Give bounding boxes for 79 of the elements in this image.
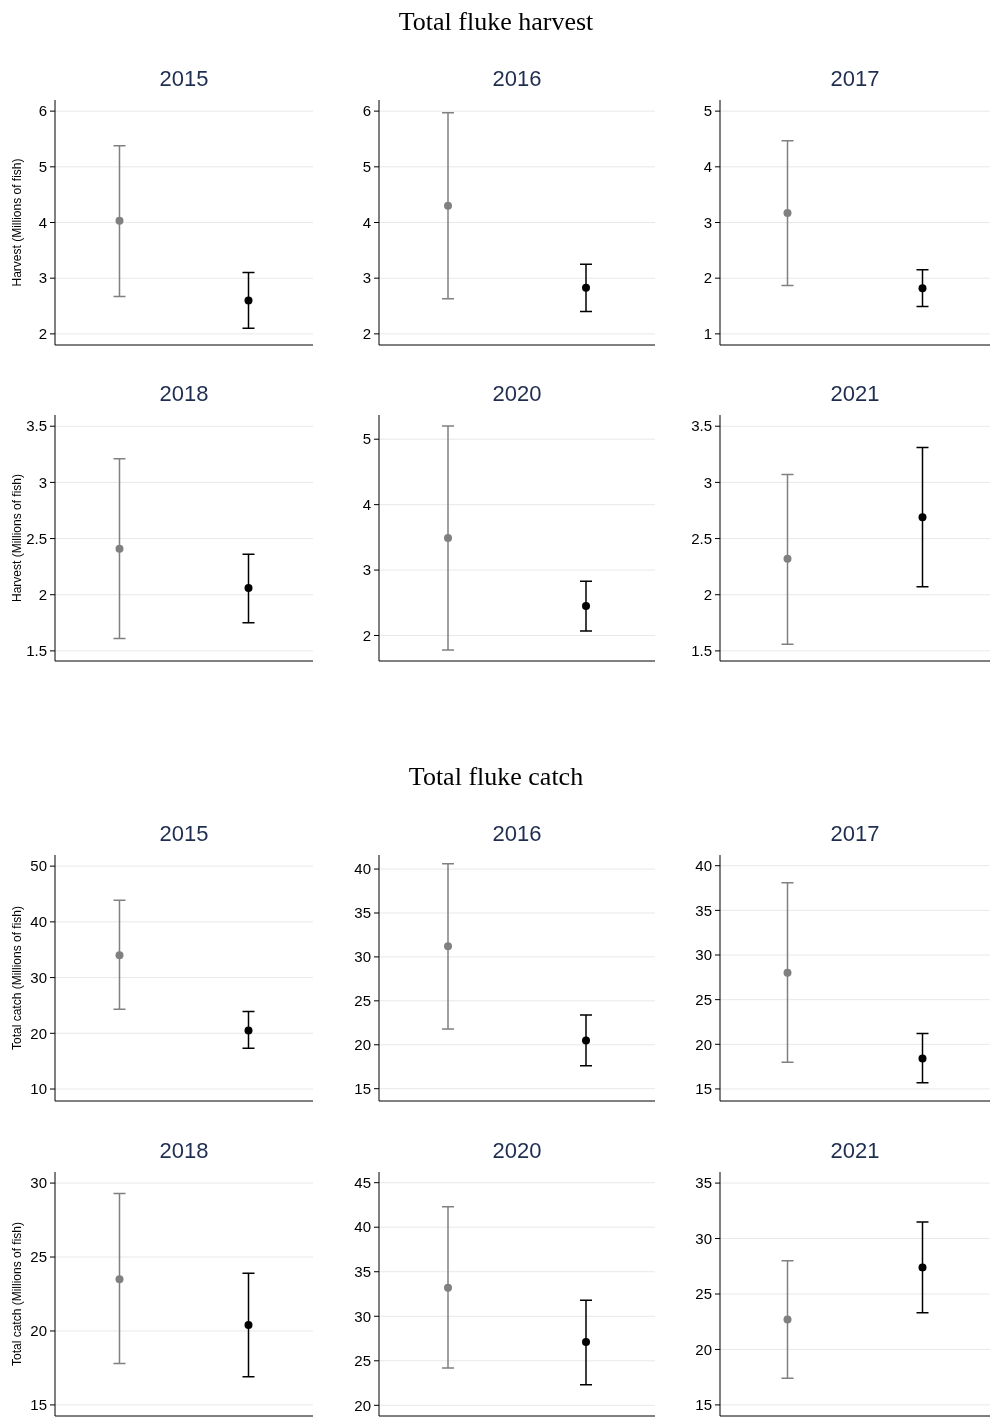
- y-tick-label: 5: [703, 102, 712, 120]
- y-tick-label: 30: [30, 1174, 47, 1192]
- y-tick-label: 2.5: [691, 529, 712, 547]
- y-tick-label: 45: [354, 1173, 371, 1191]
- chart-title: 2016: [492, 821, 542, 846]
- y-tick-label: 30: [354, 948, 371, 966]
- y-tick-label: 20: [695, 1340, 712, 1358]
- chart-title: 2020: [492, 1138, 542, 1163]
- y-tick-label: 5: [38, 158, 47, 176]
- y-tick-label: 4: [703, 158, 712, 176]
- y-axis-title: Total catch (Millions of fish): [10, 905, 24, 1051]
- y-tick-label: 25: [695, 990, 712, 1008]
- y-axis-title: Total catch (Millions of fish): [10, 1221, 24, 1367]
- y-axis-title: Harvest (Millions of fish): [10, 158, 24, 287]
- chart-title: 2018: [159, 381, 209, 406]
- y-tick-label: 40: [695, 856, 712, 874]
- y-tick-label: 3: [38, 473, 47, 491]
- y-tick-label: 6: [38, 102, 47, 120]
- text: Total fluke harvest: [398, 7, 595, 36]
- y-tick-label: 15: [695, 1080, 712, 1098]
- y-tick-label: 20: [30, 1024, 47, 1042]
- y-tick-label: 30: [354, 1307, 371, 1325]
- chart-title: 2017: [830, 66, 880, 91]
- y-tick-label: 35: [354, 1262, 371, 1280]
- y-tick-label: 40: [354, 1218, 371, 1236]
- chart-title: 2021: [830, 381, 880, 406]
- y-tick-label: 35: [354, 904, 371, 922]
- y-tick-label: 6: [362, 102, 371, 120]
- y-tick-label: 2: [703, 269, 712, 287]
- y-tick-label: 3: [362, 561, 371, 579]
- y-tick-label: 20: [354, 1396, 371, 1414]
- y-tick-label: 3: [703, 213, 712, 231]
- y-tick-label: 3: [703, 473, 712, 491]
- y-tick-label: 30: [695, 1229, 712, 1247]
- y-tick-label: 30: [695, 946, 712, 964]
- y-tick-label: 15: [354, 1079, 371, 1097]
- chart-title: 2018: [159, 1138, 209, 1163]
- y-axis-title: Harvest (Millions of fish): [10, 473, 24, 603]
- y-tick-label: 15: [695, 1396, 712, 1414]
- y-tick-label: 40: [354, 860, 371, 878]
- y-tick-label: 25: [354, 1352, 371, 1370]
- y-tick-label: 3: [38, 269, 47, 287]
- y-tick-label: 25: [30, 1248, 47, 1266]
- y-tick-label: 10: [30, 1080, 47, 1098]
- y-tick-label: 4: [362, 213, 371, 231]
- y-tick-label: 50: [30, 857, 47, 875]
- chart-title: 2021: [830, 1138, 880, 1163]
- y-tick-label: 4: [38, 213, 47, 231]
- y-tick-label: 35: [695, 901, 712, 919]
- y-tick-label: 20: [30, 1322, 47, 1340]
- y-tick-label: 1.5: [691, 642, 712, 660]
- y-tick-label: 3: [362, 269, 371, 287]
- y-tick-label: 35: [695, 1174, 712, 1192]
- y-tick-label: 1.5: [26, 642, 47, 660]
- chart-title: 2017: [830, 821, 880, 846]
- y-tick-label: 3.5: [691, 417, 712, 435]
- y-tick-label: 4: [362, 495, 371, 513]
- y-tick-label: 3.5: [26, 417, 47, 435]
- y-tick-label: 15: [30, 1396, 47, 1414]
- y-tick-label: 5: [362, 158, 371, 176]
- y-tick-label: 1: [703, 325, 712, 343]
- chart-title: 2015: [159, 821, 209, 846]
- y-tick-label: 2: [38, 325, 47, 343]
- chart-title: 2020: [492, 381, 542, 406]
- y-tick-label: 2: [38, 585, 47, 603]
- y-tick-label: 2: [362, 626, 371, 644]
- y-tick-label: 2: [703, 585, 712, 603]
- chart-title: 2015: [159, 66, 209, 91]
- chart-title: 2016: [492, 66, 542, 91]
- y-tick-label: 5: [362, 430, 371, 448]
- text: Total fluke catch: [408, 762, 584, 791]
- y-tick-label: 20: [354, 1036, 371, 1054]
- y-tick-label: 20: [695, 1035, 712, 1053]
- y-tick-label: 25: [354, 992, 371, 1010]
- y-tick-label: 25: [695, 1285, 712, 1303]
- y-tick-label: 40: [30, 913, 47, 931]
- y-tick-label: 2.5: [26, 529, 47, 547]
- y-tick-label: 2: [362, 325, 371, 343]
- y-tick-label: 30: [30, 968, 47, 986]
